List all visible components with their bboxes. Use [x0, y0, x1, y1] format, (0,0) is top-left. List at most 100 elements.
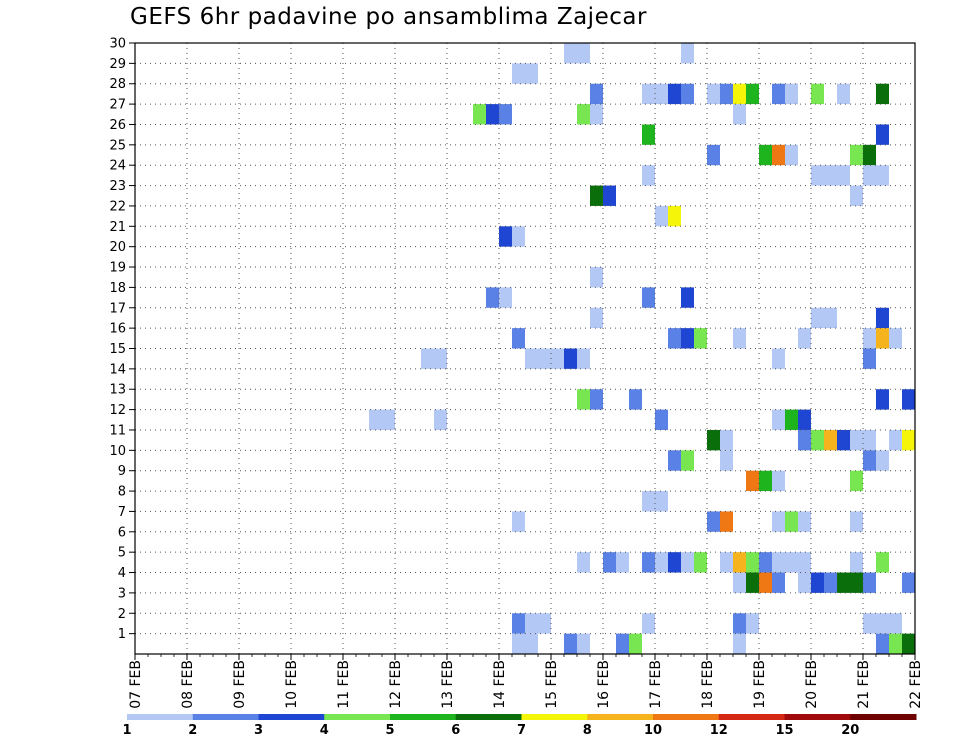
heatmap-cell — [850, 572, 863, 593]
y-tick-label: 6 — [118, 525, 126, 540]
heatmap-cell — [785, 552, 798, 573]
heatmap-cell — [538, 348, 551, 369]
x-tick-label: 14 FEB — [492, 660, 508, 709]
heatmap-cell — [824, 307, 837, 329]
y-tick-label: 23 — [109, 179, 126, 194]
heatmap-cell — [694, 328, 707, 349]
y-tick-label: 4 — [118, 566, 126, 581]
x-tick-label: 07 FEB — [128, 660, 144, 709]
heatmap-cell — [876, 552, 889, 573]
heatmap-cell — [590, 389, 603, 410]
heatmap-cell — [434, 409, 447, 430]
y-tick-label: 8 — [118, 485, 126, 500]
legend-label: 20 — [841, 723, 859, 738]
heatmap-cell — [642, 552, 655, 573]
x-tick-label: 15 FEB — [544, 660, 560, 709]
heatmap-cell — [837, 165, 850, 186]
heatmap-cell — [486, 104, 499, 125]
legend-label: 5 — [385, 723, 394, 738]
legend-label: 4 — [320, 723, 329, 738]
heatmap-cell — [772, 470, 785, 492]
y-tick-label: 15 — [109, 342, 126, 357]
heatmap-cells — [369, 43, 915, 654]
heatmap-cell — [629, 633, 642, 654]
heatmap-cell — [837, 429, 850, 451]
heatmap-cell — [824, 429, 837, 451]
heatmap-cell — [707, 83, 720, 105]
heatmap-cell — [811, 165, 824, 186]
x-axis: 07 FEB 08 FEB 09 FEB 10 FEB 11 FEB 12 FEB 13 F… — [128, 654, 924, 709]
heatmap-cell — [889, 633, 902, 654]
heatmap-cell — [720, 450, 733, 471]
heatmap-cell — [668, 205, 681, 227]
heatmap-cell — [525, 348, 538, 369]
heatmap-cell — [525, 613, 538, 634]
heatmap-cell — [564, 43, 577, 64]
heatmap-cell — [473, 104, 486, 125]
heatmap-cell — [590, 185, 603, 206]
heatmap-cell — [785, 83, 798, 105]
y-tick-label: 29 — [109, 57, 126, 72]
heatmap-cell — [902, 389, 915, 410]
x-tick-label: 21 FEB — [856, 660, 872, 709]
heatmap-cell — [876, 389, 889, 410]
heatmap-cell — [850, 511, 863, 532]
y-tick-label: 20 — [109, 240, 126, 255]
heatmap-cell — [785, 409, 798, 430]
heatmap-cell — [512, 328, 525, 349]
heatmap-cell — [668, 450, 681, 471]
heatmap-cell — [876, 450, 889, 471]
heatmap-cell — [642, 124, 655, 145]
legend-label: 12 — [710, 723, 728, 738]
y-tick-label: 19 — [109, 261, 126, 276]
heatmap-cell — [876, 83, 889, 105]
heatmap-cell — [863, 348, 876, 369]
heatmap-cell — [655, 491, 668, 512]
heatmap-cell — [850, 144, 863, 166]
heatmap-cell — [798, 429, 811, 451]
heatmap-cell — [577, 633, 590, 654]
y-axis: 1234567891011121314151617181920212223242… — [109, 37, 135, 642]
heatmap-cell — [720, 511, 733, 532]
heatmap-cell — [746, 613, 759, 634]
heatmap-cell — [798, 409, 811, 430]
legend-label: 10 — [644, 723, 662, 738]
legend-label: 2 — [188, 723, 197, 738]
heatmap-cell — [733, 572, 746, 593]
x-tick-label: 19 FEB — [752, 660, 768, 709]
y-tick-label: 16 — [109, 322, 126, 337]
grid-lines — [135, 43, 916, 654]
legend-label: 6 — [451, 723, 460, 738]
heatmap-cell — [434, 348, 447, 369]
heatmap-cell — [876, 165, 889, 186]
heatmap-cell — [642, 83, 655, 105]
y-tick-label: 1 — [118, 627, 126, 642]
heatmap-cell — [850, 470, 863, 492]
heatmap-cell — [681, 83, 694, 105]
heatmap-cell — [668, 552, 681, 573]
legend-swatch — [192, 714, 259, 720]
heatmap-cell — [525, 63, 538, 84]
heatmap-cell — [902, 572, 915, 593]
heatmap-cell — [837, 572, 850, 593]
heatmap-cell — [642, 287, 655, 308]
heatmap-cell — [889, 429, 902, 451]
y-tick-label: 13 — [109, 383, 126, 398]
heatmap-cell — [746, 83, 759, 105]
legend-swatch — [587, 714, 654, 720]
y-tick-label: 24 — [109, 159, 126, 174]
heatmap-cell — [889, 613, 902, 634]
legend-label: 7 — [517, 723, 526, 738]
heatmap-cell — [798, 552, 811, 573]
heatmap-cell — [811, 429, 824, 451]
heatmap-cell — [811, 83, 824, 105]
heatmap-cell — [746, 552, 759, 573]
heatmap-cell — [590, 307, 603, 329]
heatmap-cell — [772, 552, 785, 573]
heatmap-cell — [642, 491, 655, 512]
x-tick-label: 22 FEB — [908, 660, 924, 709]
y-tick-label: 10 — [109, 444, 126, 459]
heatmap-cell — [772, 83, 785, 105]
heatmap-cell — [642, 613, 655, 634]
